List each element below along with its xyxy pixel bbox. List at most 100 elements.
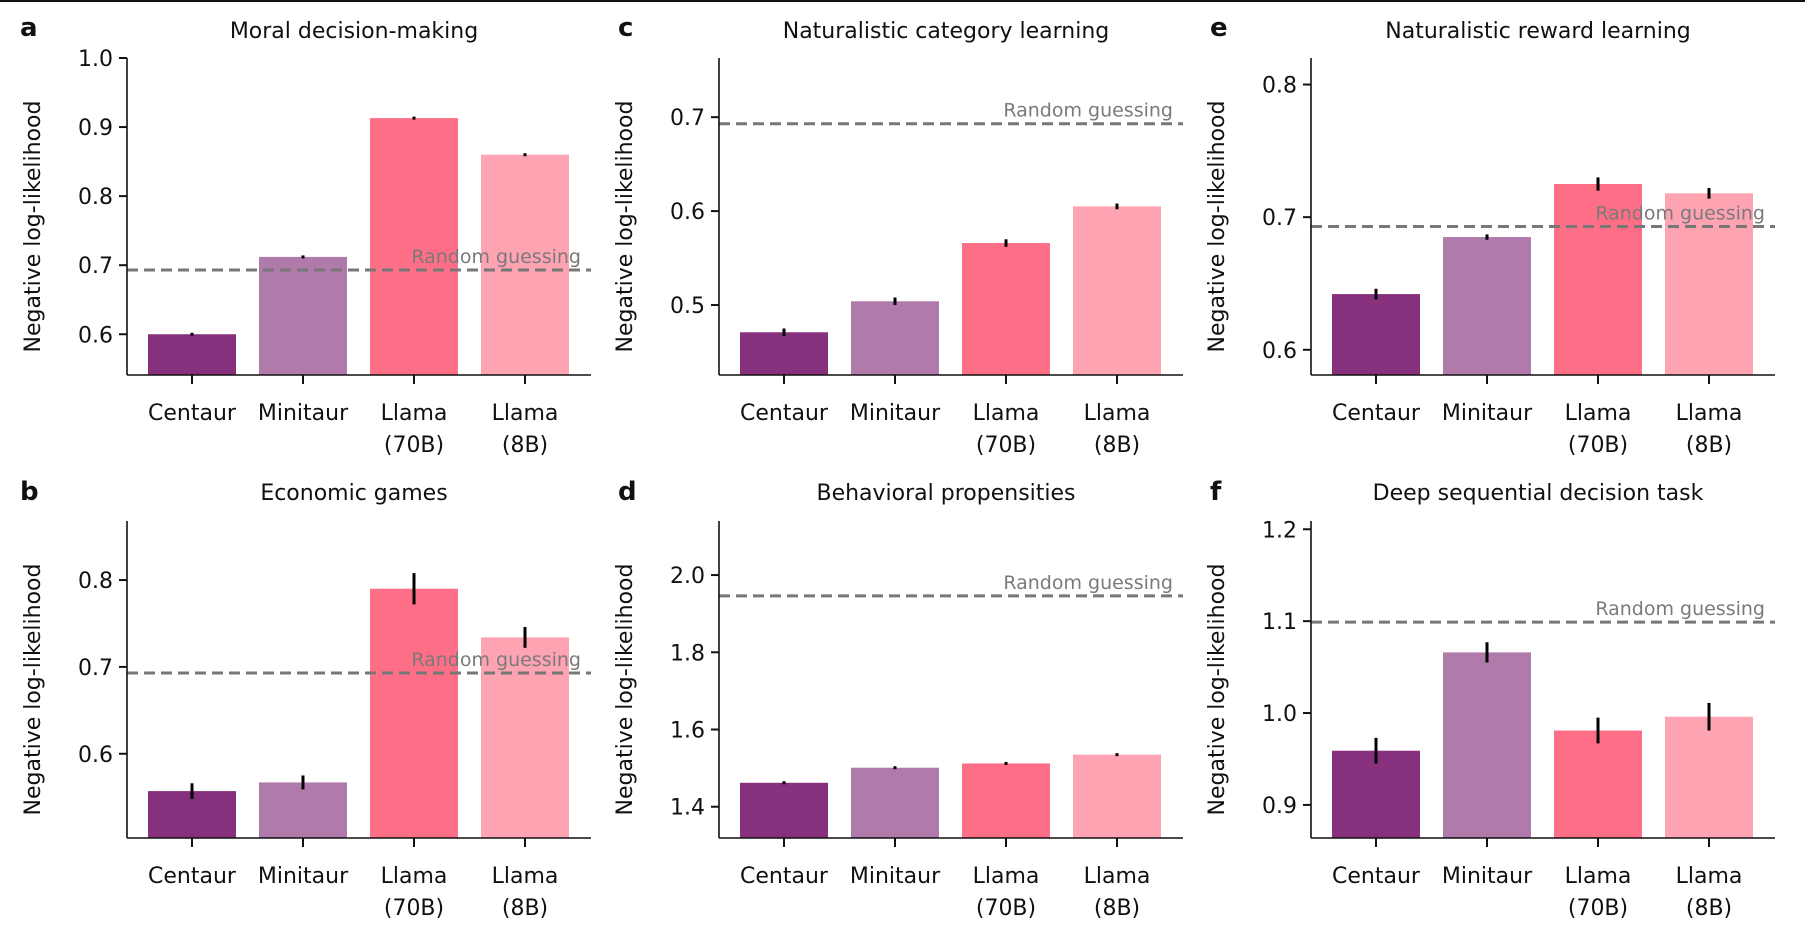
y-tick-label: 2.0 <box>670 564 705 589</box>
x-tick-label: Llama <box>1565 864 1632 889</box>
panel-b: b Economic games Negative log-likelihood Ra… <box>20 477 591 921</box>
x-tick-label: Centaur <box>148 864 237 889</box>
x-tick-label: (8B) <box>502 433 548 458</box>
x-tick-label: Llama <box>381 401 448 426</box>
random-guessing-label: Random guessing <box>1595 202 1765 224</box>
bar-centaur <box>148 334 236 375</box>
x-tick-label: Llama <box>1084 401 1151 426</box>
x-tick-label: Centaur <box>1332 401 1421 426</box>
panel-title: Deep sequential decision task <box>1373 481 1704 506</box>
x-tick-label: Llama <box>1676 864 1743 889</box>
x-tick-label: (8B) <box>502 896 548 921</box>
x-tick-label: Llama <box>1565 401 1632 426</box>
x-tick-label: Llama <box>381 864 448 889</box>
y-tick-label: 0.8 <box>1262 74 1297 99</box>
y-tick-label: 1.1 <box>1262 610 1297 635</box>
x-tick-label: (70B) <box>384 433 444 458</box>
x-tick-label: Centaur <box>148 401 237 426</box>
bar-centaur <box>1332 294 1420 375</box>
bar-centaur <box>1332 750 1420 838</box>
panel-title: Behavioral propensities <box>816 481 1075 506</box>
x-tick-label: Llama <box>973 401 1040 426</box>
y-tick-label: 1.0 <box>78 47 113 72</box>
x-tick-label: (70B) <box>1568 896 1628 921</box>
x-tick-label: Centaur <box>740 864 829 889</box>
x-tick-label: Minitaur <box>258 864 349 889</box>
bar-llama-8b <box>1073 206 1161 375</box>
y-tick-label: 1.2 <box>1262 518 1297 543</box>
top-border-rule <box>0 0 1805 2</box>
y-tick-label: 0.6 <box>1262 339 1297 364</box>
x-tick-label: Minitaur <box>1442 401 1533 426</box>
bar-llama-70b <box>1554 184 1642 375</box>
y-axis-label: Negative log-likelihood <box>1205 101 1230 353</box>
y-tick-label: 0.5 <box>670 294 705 319</box>
bar-llama-70b <box>370 588 458 838</box>
x-tick-label: Llama <box>492 864 559 889</box>
y-tick-label: 0.9 <box>1262 794 1297 819</box>
panel-f: f Deep sequential decision task Negative l… <box>1205 477 1775 921</box>
y-tick-label: 0.7 <box>670 106 705 131</box>
y-axis-label: Negative log-likelihood <box>1205 564 1230 816</box>
bar-minitaur <box>1443 237 1531 375</box>
bar-centaur <box>740 332 828 375</box>
x-tick-label: Centaur <box>740 401 829 426</box>
x-tick-label: Llama <box>1084 864 1151 889</box>
x-tick-label: (8B) <box>1094 433 1140 458</box>
random-guessing-label: Random guessing <box>1595 598 1765 620</box>
y-tick-label: 0.7 <box>78 656 113 681</box>
bar-llama-70b <box>370 118 458 376</box>
y-tick-label: 0.8 <box>78 569 113 594</box>
panel-letter: f <box>1210 477 1222 507</box>
y-tick-label: 0.7 <box>1262 206 1297 231</box>
y-axis-label: Negative log-likelihood <box>613 101 638 353</box>
x-tick-label: Llama <box>492 401 559 426</box>
x-tick-label: Minitaur <box>850 864 941 889</box>
bar-llama-8b <box>1073 754 1161 838</box>
random-guessing-label: Random guessing <box>411 649 581 671</box>
bar-minitaur <box>1443 652 1531 838</box>
bar-minitaur <box>851 767 939 838</box>
bar-llama-8b <box>481 154 569 375</box>
y-axis-label: Negative log-likelihood <box>21 101 46 353</box>
panel-letter: e <box>1210 13 1228 43</box>
bar-llama-70b <box>1554 730 1642 838</box>
panel-title: Naturalistic category learning <box>783 19 1110 44</box>
bar-centaur <box>148 791 236 838</box>
bar-llama-8b <box>481 637 569 838</box>
x-tick-label: (8B) <box>1094 896 1140 921</box>
x-tick-label: (8B) <box>1686 896 1732 921</box>
x-tick-label: (8B) <box>1686 433 1732 458</box>
x-tick-label: (70B) <box>1568 433 1628 458</box>
bar-minitaur <box>259 782 347 838</box>
bar-llama-70b <box>962 243 1050 375</box>
x-tick-label: Llama <box>1676 401 1743 426</box>
bar-llama-8b <box>1665 193 1753 375</box>
panel-a: a Moral decision-making Negative log-likel… <box>20 13 591 458</box>
x-tick-label: Minitaur <box>850 401 941 426</box>
bar-minitaur <box>851 301 939 375</box>
panel-e: e Naturalistic reward learning Negative lo… <box>1205 13 1775 458</box>
y-axis-label: Negative log-likelihood <box>21 564 46 816</box>
y-tick-label: 1.0 <box>1262 702 1297 727</box>
random-guessing-label: Random guessing <box>1003 572 1173 594</box>
bar-minitaur <box>259 256 347 375</box>
x-tick-label: Llama <box>973 864 1040 889</box>
panel-title: Moral decision-making <box>230 19 478 44</box>
y-tick-label: 0.8 <box>78 185 113 210</box>
y-tick-label: 1.8 <box>670 641 705 666</box>
y-tick-label: 0.6 <box>670 200 705 225</box>
panel-letter: a <box>20 13 38 43</box>
y-tick-label: 0.6 <box>78 743 113 768</box>
random-guessing-label: Random guessing <box>411 246 581 268</box>
bar-llama-70b <box>962 763 1050 838</box>
x-tick-label: Minitaur <box>1442 864 1533 889</box>
panel-letter: c <box>618 13 633 43</box>
panel-letter: b <box>20 477 39 507</box>
x-tick-label: (70B) <box>976 433 1036 458</box>
y-tick-label: 1.6 <box>670 719 705 744</box>
y-tick-label: 0.9 <box>78 116 113 141</box>
panel-title: Economic games <box>260 481 447 506</box>
random-guessing-label: Random guessing <box>1003 100 1173 122</box>
